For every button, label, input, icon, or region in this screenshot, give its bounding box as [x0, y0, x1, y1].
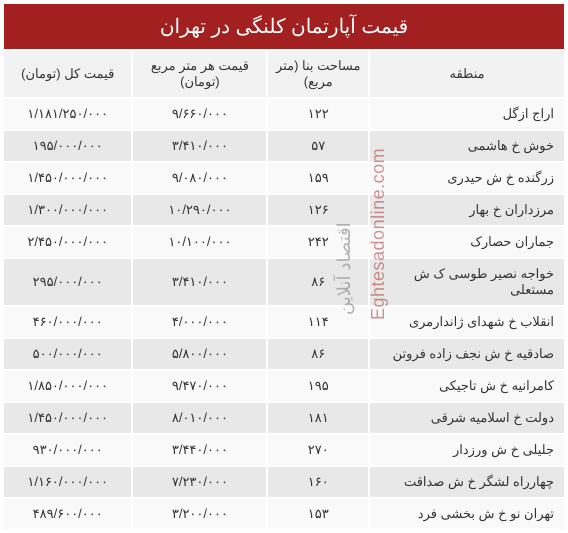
cell-ppsm: ۳/۴۱۰/۰۰۰: [133, 259, 266, 305]
col-header-region: منطقه: [370, 51, 564, 97]
cell-region: تهران نو خ ش بخشی فرد: [370, 499, 564, 529]
col-header-total: قیمت کل (تومان): [4, 51, 131, 97]
cell-ppsm: ۴/۰۰۰/۰۰۰: [133, 307, 266, 337]
cell-ppsm: ۹/۶۶۰/۰۰۰: [133, 99, 266, 129]
table-row: مرزداران خ بهار۱۲۶۱۰/۲۹۰/۰۰۰۱/۳۰۰/۰۰۰/۰۰…: [4, 195, 564, 225]
cell-area: ۱۲۲: [268, 99, 368, 129]
cell-area: ۸۶: [268, 339, 368, 369]
cell-area: ۱۹۵: [268, 371, 368, 401]
cell-area: ۱۵۳: [268, 499, 368, 529]
cell-ppsm: ۱۰/۱۰۰/۰۰۰: [133, 227, 266, 257]
cell-region: کامرانیه خ ش تاجیکی: [370, 371, 564, 401]
cell-total: ۱/۳۰۰/۰۰۰/۰۰۰: [4, 195, 131, 225]
table-row: جماران حصارک۲۴۲۱۰/۱۰۰/۰۰۰۲/۴۵۰/۰۰۰/۰۰۰: [4, 227, 564, 257]
cell-region: چهارراه لشگر خ ش صداقت: [370, 467, 564, 497]
cell-area: ۱۱۴: [268, 307, 368, 337]
cell-total: ۲/۴۵۰/۰۰۰/۰۰۰: [4, 227, 131, 257]
price-table: قیمت آپارتمان کلنگی در تهران منطقه مساحت…: [2, 2, 566, 531]
cell-total: ۱/۱۸۱/۲۵۰/۰۰۰: [4, 99, 131, 129]
cell-total: ۹۳۰/۰۰۰/۰۰۰: [4, 435, 131, 465]
cell-total: ۱/۴۵۰/۰۰۰/۰۰۰: [4, 163, 131, 193]
cell-ppsm: ۱۰/۲۹۰/۰۰۰: [133, 195, 266, 225]
table-row: تهران نو خ ش بخشی فرد۱۵۳۳/۲۰۰/۰۰۰۴۸۹/۶۰۰…: [4, 499, 564, 529]
cell-region: انقلاب خ شهدای ژاندارمری: [370, 307, 564, 337]
cell-ppsm: ۳/۴۱۰/۰۰۰: [133, 131, 266, 161]
title-row: قیمت آپارتمان کلنگی در تهران: [4, 4, 564, 49]
cell-area: ۲۷۰: [268, 435, 368, 465]
table-row: دولت خ اسلامیه شرقی۱۸۱۸/۰۱۰/۰۰۰۱/۴۵۰/۰۰۰…: [4, 403, 564, 433]
cell-area: ۵۷: [268, 131, 368, 161]
col-header-area: مساحت بنا (متر مربع): [268, 51, 368, 97]
table-row: انقلاب خ شهدای ژاندارمری۱۱۴۴/۰۰۰/۰۰۰۴۶۰/…: [4, 307, 564, 337]
cell-region: اراج ازگل: [370, 99, 564, 129]
cell-area: ۱۲۶: [268, 195, 368, 225]
cell-region: جلیلی خ ش ورزدار: [370, 435, 564, 465]
table-title: قیمت آپارتمان کلنگی در تهران: [4, 4, 564, 49]
cell-ppsm: ۳/۴۴۰/۰۰۰: [133, 435, 266, 465]
cell-total: ۱۹۵/۰۰۰/۰۰۰: [4, 131, 131, 161]
table-row: خواجه نصیر طوسی ک ش مستعلی۸۶۳/۴۱۰/۰۰۰۲۹۵…: [4, 259, 564, 305]
cell-ppsm: ۷/۲۳۰/۰۰۰: [133, 467, 266, 497]
cell-ppsm: ۳/۲۰۰/۰۰۰: [133, 499, 266, 529]
table-row: چهارراه لشگر خ ش صداقت۱۶۰۷/۲۳۰/۰۰۰۱/۱۶۰/…: [4, 467, 564, 497]
table-row: صادقیه خ ش نجف زاده فروتن۸۶۵/۸۰۰/۰۰۰۵۰۰/…: [4, 339, 564, 369]
table-row: کامرانیه خ ش تاجیکی۱۹۵۹/۴۷۰/۰۰۰۱/۸۵۰/۰۰۰…: [4, 371, 564, 401]
cell-total: ۱/۸۵۰/۰۰۰/۰۰۰: [4, 371, 131, 401]
cell-region: خواجه نصیر طوسی ک ش مستعلی: [370, 259, 564, 305]
cell-ppsm: ۸/۰۱۰/۰۰۰: [133, 403, 266, 433]
table-row: جلیلی خ ش ورزدار۲۷۰۳/۴۴۰/۰۰۰۹۳۰/۰۰۰/۰۰۰: [4, 435, 564, 465]
cell-area: ۸۶: [268, 259, 368, 305]
cell-area: ۱۵۹: [268, 163, 368, 193]
table-row: اراج ازگل۱۲۲۹/۶۶۰/۰۰۰۱/۱۸۱/۲۵۰/۰۰۰: [4, 99, 564, 129]
header-row: منطقه مساحت بنا (متر مربع) قیمت هر متر م…: [4, 51, 564, 97]
cell-region: زرگنده خ ش حیدری: [370, 163, 564, 193]
cell-ppsm: ۹/۴۷۰/۰۰۰: [133, 371, 266, 401]
cell-region: صادقیه خ ش نجف زاده فروتن: [370, 339, 564, 369]
cell-area: ۱۸۱: [268, 403, 368, 433]
cell-total: ۴۸۹/۶۰۰/۰۰۰: [4, 499, 131, 529]
cell-area: ۲۴۲: [268, 227, 368, 257]
cell-total: ۴۶۰/۰۰۰/۰۰۰: [4, 307, 131, 337]
cell-ppsm: ۵/۸۰۰/۰۰۰: [133, 339, 266, 369]
table-row: زرگنده خ ش حیدری۱۵۹۹/۰۸۰/۰۰۰۱/۴۵۰/۰۰۰/۰۰…: [4, 163, 564, 193]
cell-ppsm: ۹/۰۸۰/۰۰۰: [133, 163, 266, 193]
col-header-ppsm: قیمت هر متر مربع (تومان): [133, 51, 266, 97]
cell-total: ۵۰۰/۰۰۰/۰۰۰: [4, 339, 131, 369]
cell-region: خوش خ هاشمی: [370, 131, 564, 161]
cell-region: جماران حصارک: [370, 227, 564, 257]
cell-total: ۲۹۵/۰۰۰/۰۰۰: [4, 259, 131, 305]
cell-region: دولت خ اسلامیه شرقی: [370, 403, 564, 433]
cell-total: ۱/۴۵۰/۰۰۰/۰۰۰: [4, 403, 131, 433]
cell-total: ۱/۱۶۰/۰۰۰/۰۰۰: [4, 467, 131, 497]
cell-area: ۱۶۰: [268, 467, 368, 497]
cell-region: مرزداران خ بهار: [370, 195, 564, 225]
table-row: خوش خ هاشمی۵۷۳/۴۱۰/۰۰۰۱۹۵/۰۰۰/۰۰۰: [4, 131, 564, 161]
